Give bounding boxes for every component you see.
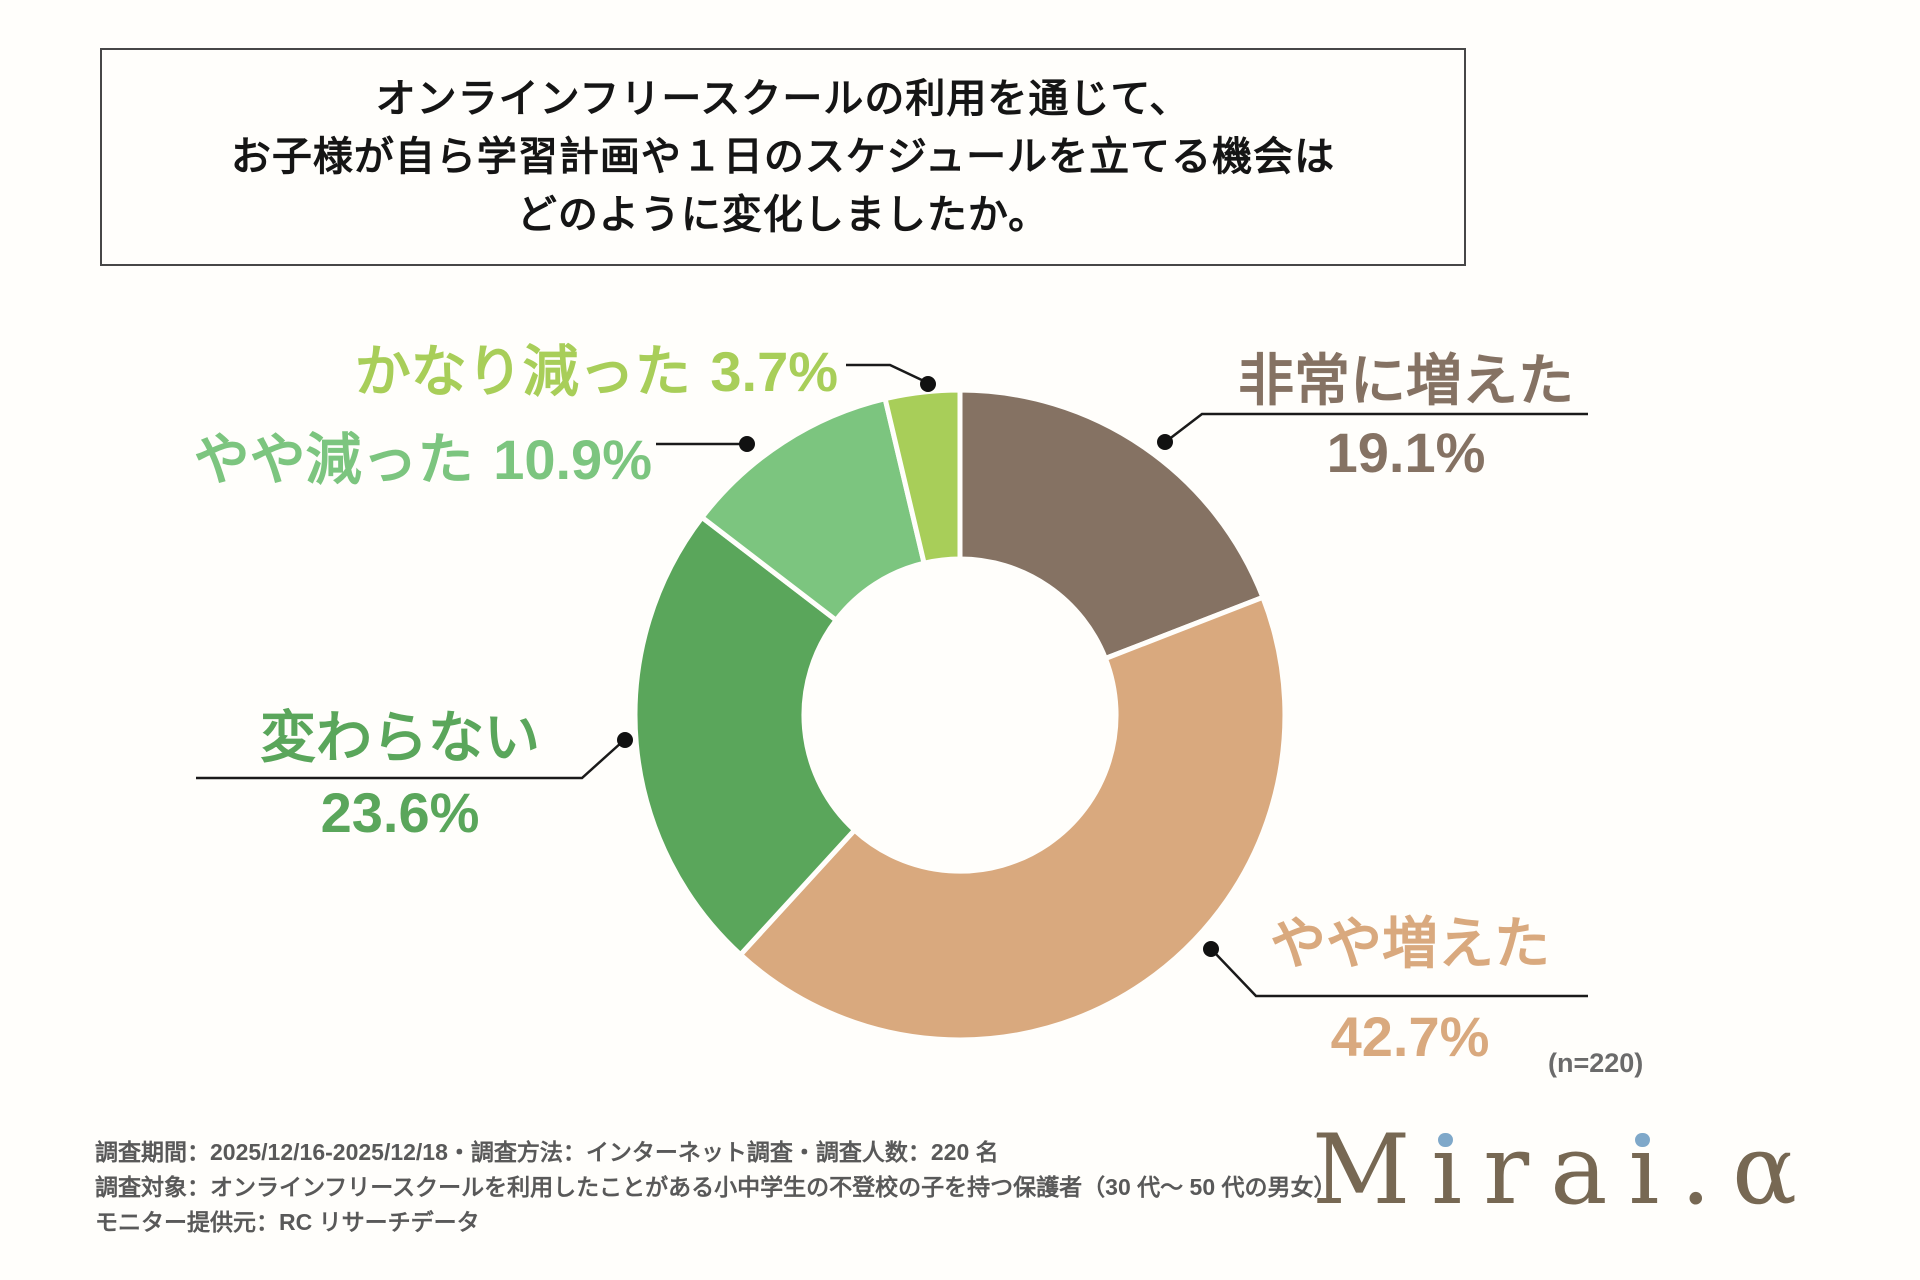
logo-glyph: ı (1431, 1114, 1484, 1226)
label-kanari-hetta: かなり減った 3.7% (238, 337, 838, 407)
label-kanari-hetta-value: 3.7% (710, 340, 838, 403)
label-hijou-fueta-text: 非常に増えた (1238, 349, 1574, 412)
logo-glyph: . (1680, 1114, 1733, 1226)
donut-slice-1 (738, 594, 1288, 1043)
label-kawaranai: 変わらない 23.6% (210, 703, 590, 848)
footnote: 調査期間：2025/12/16-2025/12/18・調査方法：インターネット調… (95, 1135, 1337, 1240)
leader-dot-hijou-fueta (1157, 434, 1173, 450)
title-box: オンラインフリースクールの利用を通じて、 お子様が自ら学習計画や１日のスケジュー… (100, 48, 1466, 266)
brand-logo: Mıraı.α (1312, 1114, 1818, 1226)
title-line-1: オンラインフリースクールの利用を通じて、 (375, 77, 1191, 121)
label-hijou-fueta-value: 19.1% (1326, 421, 1486, 484)
donut-slice-0 (957, 387, 1266, 661)
donut-slice-2 (632, 514, 858, 958)
leader-line-kawaranai (196, 741, 623, 780)
label-kawaranai-text: 変わらない (260, 706, 540, 769)
label-yaya-hetta-value: 10.9% (493, 428, 652, 491)
logo-glyph: M (1312, 1114, 1432, 1226)
leader-dot-kawaranai (617, 732, 633, 748)
footnote-line-1: 調査期間：2025/12/16-2025/12/18・調査方法：インターネット調… (95, 1139, 999, 1165)
logo-glyph: a (1550, 1114, 1629, 1226)
label-kanari-hetta-text: かなり減った (354, 340, 691, 403)
footnote-line-3: モニター提供元：RC リサーチデータ (95, 1209, 480, 1235)
logo-glyph: ı (1628, 1114, 1681, 1226)
label-yaya-hetta-text: やや減った (193, 428, 474, 491)
leader-dot-yaya-fueta (1203, 941, 1219, 957)
leader-line-hijou-fueta (1167, 412, 1588, 441)
leader-line-kanari-hetta (846, 363, 927, 384)
title-line-2: お子様が自ら学習計画や１日のスケジュールを立てる機会は (230, 135, 1336, 179)
leader-line-yaya-fueta (1213, 951, 1588, 998)
logo-glyph: α (1732, 1114, 1819, 1226)
logo-glyph: r (1483, 1114, 1551, 1226)
label-kawaranai-value: 23.6% (320, 781, 480, 844)
donut-slices (632, 387, 1288, 1043)
footnote-line-2: 調査対象：オンラインフリースクールを利用したことがある小中学生の不登校の子を持つ… (95, 1174, 1337, 1200)
label-yaya-fueta-text: やや増えた (1270, 912, 1550, 975)
donut-slice-4 (882, 387, 963, 566)
leader-dot-yaya-hetta (739, 436, 755, 452)
leader-dot-kanari-hetta (920, 376, 936, 392)
label-hijou-fueta: 非常に増えた 19.1% (1220, 346, 1592, 488)
title-line-3: どのように変化しましたか。 (516, 193, 1050, 237)
sample-size-label: (n=220) (1548, 1048, 1644, 1078)
label-yaya-fueta: やや増えた 42.7% (1230, 909, 1590, 1072)
label-yaya-fueta-value: 42.7% (1330, 1005, 1490, 1068)
label-yaya-hetta: やや減った 10.9% (40, 425, 652, 495)
leader-lines (196, 363, 1588, 998)
